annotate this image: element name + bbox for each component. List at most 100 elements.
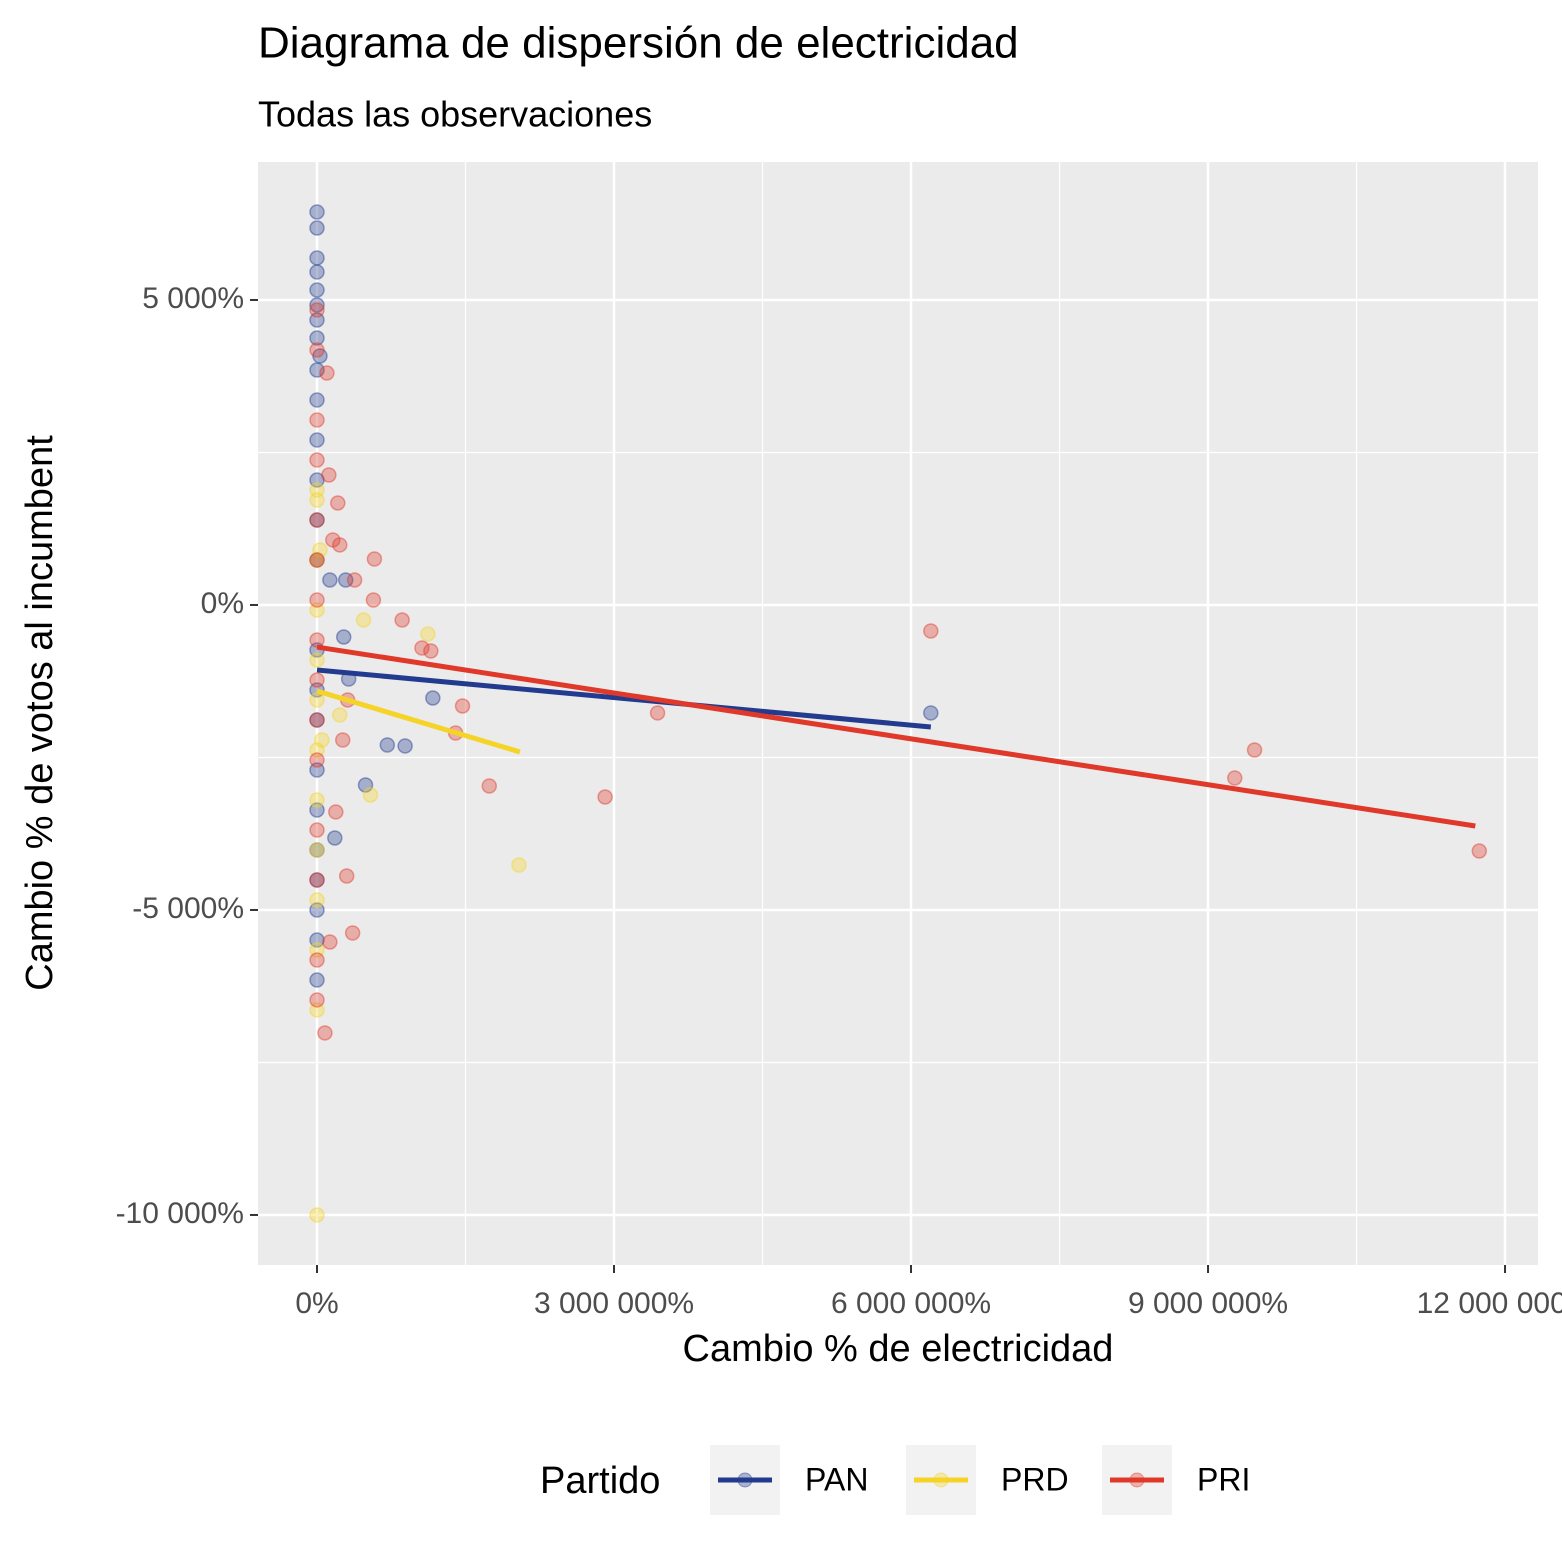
point [397,738,413,754]
point [309,302,325,318]
point [366,551,383,567]
trend-line [316,644,1476,829]
point [923,623,939,639]
point [309,742,325,758]
point [1246,742,1263,758]
point [337,572,354,588]
point [357,777,374,793]
point [309,712,325,728]
point [309,264,325,280]
chart-subtitle: Todas las observaciones [258,94,652,135]
point [327,830,343,846]
point [309,552,325,568]
point [309,432,325,448]
y-tick-label: 5 000% [142,282,244,315]
point [309,1207,325,1223]
point [309,942,325,958]
point [309,822,325,838]
point [309,250,325,266]
y-axis-title: Cambio % de votos al incumbent [19,435,61,991]
point [321,467,337,483]
point [322,934,338,950]
legend-point [933,1472,949,1488]
point [309,972,325,988]
point [309,842,325,858]
x-tick-label: 12 000 000% [1417,1287,1562,1320]
point [309,412,325,428]
legend-point [737,1472,753,1488]
point [309,762,325,778]
point [309,552,325,568]
point [344,925,361,941]
point [309,482,325,498]
point [312,348,328,364]
legend-label: PRI [1197,1461,1250,1497]
point [420,626,436,642]
point [511,857,527,873]
point [309,1002,325,1018]
point [309,652,325,668]
legend-label: PAN [805,1461,868,1497]
point [309,592,325,608]
point [325,532,341,548]
y-tick-label: -10 000% [116,1197,244,1230]
point [309,362,325,378]
x-tick-label: 0% [295,1287,338,1320]
point [309,492,325,508]
point [425,690,441,706]
point [309,872,325,888]
point [309,297,325,313]
point [379,737,396,753]
point [649,705,666,721]
point [328,804,344,820]
point [362,787,379,803]
x-tick-label: 3 000 000% [534,1287,694,1320]
point [309,282,325,298]
point [317,1025,333,1041]
point [309,672,325,688]
point [365,592,382,608]
point [309,802,325,818]
point [319,365,335,381]
point [481,778,498,794]
point [309,992,325,1008]
point [414,640,430,656]
legend-title: Partido [540,1460,660,1502]
point [309,872,325,888]
point [312,542,328,558]
point [394,612,410,628]
y-tick-label: 0% [201,587,244,620]
point [309,602,325,618]
point [314,732,330,748]
point [309,512,325,528]
point [309,512,325,528]
point [454,698,471,714]
point [334,732,351,748]
point [309,842,325,858]
point [309,342,325,358]
point [309,712,325,728]
point [330,495,346,511]
point [309,752,325,768]
chart-title: Diagrama de dispersión de electricidad [258,19,1019,68]
legend-point [1129,1472,1145,1488]
point [423,643,439,659]
y-tick-label: -5 000% [132,892,244,925]
point [338,868,355,884]
point [309,204,325,220]
point [309,330,325,346]
point [332,707,348,723]
x-tick-label: 6 000 000% [831,1287,991,1320]
point [346,572,363,588]
point [309,392,325,408]
point [1227,770,1243,786]
trend-line [316,667,932,730]
point [1471,843,1488,859]
point [309,632,325,648]
point [309,952,325,968]
point [309,552,325,568]
point [309,312,325,328]
point [597,789,613,805]
x-axis-title: Cambio % de electricidad [683,1328,1114,1370]
